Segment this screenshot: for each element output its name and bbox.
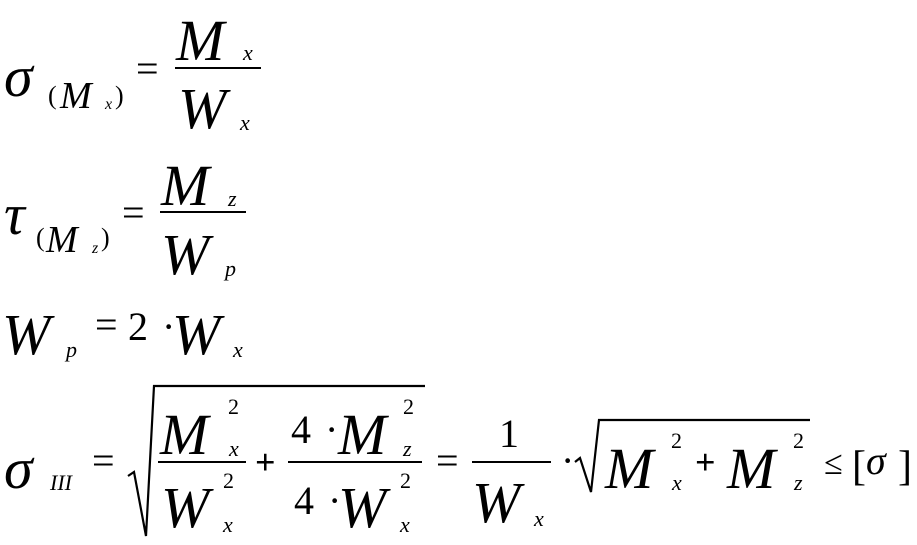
f1-den-W: W [178,76,231,141]
f2-num-M: M [160,153,212,218]
f4-c-den-x: x [533,506,544,531]
f4-b-den-sup: 2 [400,468,411,493]
f4-a-den-sup: 2 [223,468,234,493]
f4-r-M2: M [726,436,778,501]
f4-equals-2: = [436,438,459,483]
f4-a-den-sub: x [222,512,233,537]
f1-equals: = [136,46,159,91]
f4-b-num-4: 4 [291,407,311,452]
formula-equivalent-stress: σ III = M 2 x W 2 x + 4 · M 2 z 4 · W 2 … [4,384,912,540]
f3-dot: · [162,304,175,349]
f4-plus: + [255,442,276,482]
f4-r-plus: + [695,442,716,482]
f3-W: W [2,302,55,367]
f4-a-den-W: W [161,475,214,540]
f2-sub-open: ( [36,223,45,252]
f4-small-radical [574,418,810,493]
f2-sub-M: M [45,219,80,261]
f2-sub-close: ) [101,223,110,252]
f2-den-W: W [161,222,214,287]
f1-sub-M: M [59,75,94,117]
f4-rbracket: ] [898,444,912,490]
f4-b-den-dot: · [328,478,341,523]
f4-r-M1: M [604,436,656,501]
f2-den-p: p [223,256,236,281]
f1-sigma: σ [4,44,35,109]
formula-polar-modulus: W p = 2 · W x [2,302,243,367]
f2-sub-z: z [91,240,99,257]
f1-sub-open: ( [48,81,57,110]
f4-b-num-dot: · [325,407,338,452]
f4-a-num-M: M [159,402,211,467]
f3-x: x [232,337,243,362]
f2-equals: = [122,190,145,235]
f4-r-sub2: z [793,470,803,495]
f4-b-den-sub: x [399,512,410,537]
f3-equals: = [95,302,118,347]
f4-leq: ≤ [824,445,843,482]
formula-torsion-stress: τ ( M z ) = M z W p [4,153,246,287]
f4-r-sub1: x [671,470,682,495]
f4-b-num-M: M [337,402,389,467]
f4-a-num-sub: x [228,436,239,461]
f4-dot-2: · [561,438,574,483]
f4-big-radical [127,384,425,537]
formula-bending-stress: σ ( M x ) = M x W x [4,8,261,141]
f4-b-den-W: W [338,475,391,540]
f1-num-x: x [242,40,253,65]
f4-a-num-sup: 2 [228,394,239,419]
f3-p: p [64,337,77,362]
f2-num-z: z [227,186,237,211]
f2-tau: τ [4,182,27,247]
f1-num-M: M [175,8,227,73]
f4-equals: = [92,438,115,483]
f4-r-sup1: 2 [671,428,682,453]
f4-sub-III: III [49,470,74,495]
f4-b-den-4: 4 [294,478,314,523]
f4-b-num-sub: z [402,436,412,461]
f4-lbracket: [ [852,444,866,490]
f4-c-num: 1 [499,411,519,456]
f4-sigma: σ [4,436,35,501]
f4-c-den-W: W [472,470,525,535]
f4-allowable-sigma: σ [866,438,887,483]
f4-r-sup2: 2 [793,428,804,453]
f3-W2: W [172,302,225,367]
f3-two: 2 [128,304,148,349]
f1-den-x: x [239,110,250,135]
f4-b-num-sup: 2 [403,394,414,419]
f1-sub-close: ) [115,81,124,110]
f1-sub-x: x [104,96,112,113]
